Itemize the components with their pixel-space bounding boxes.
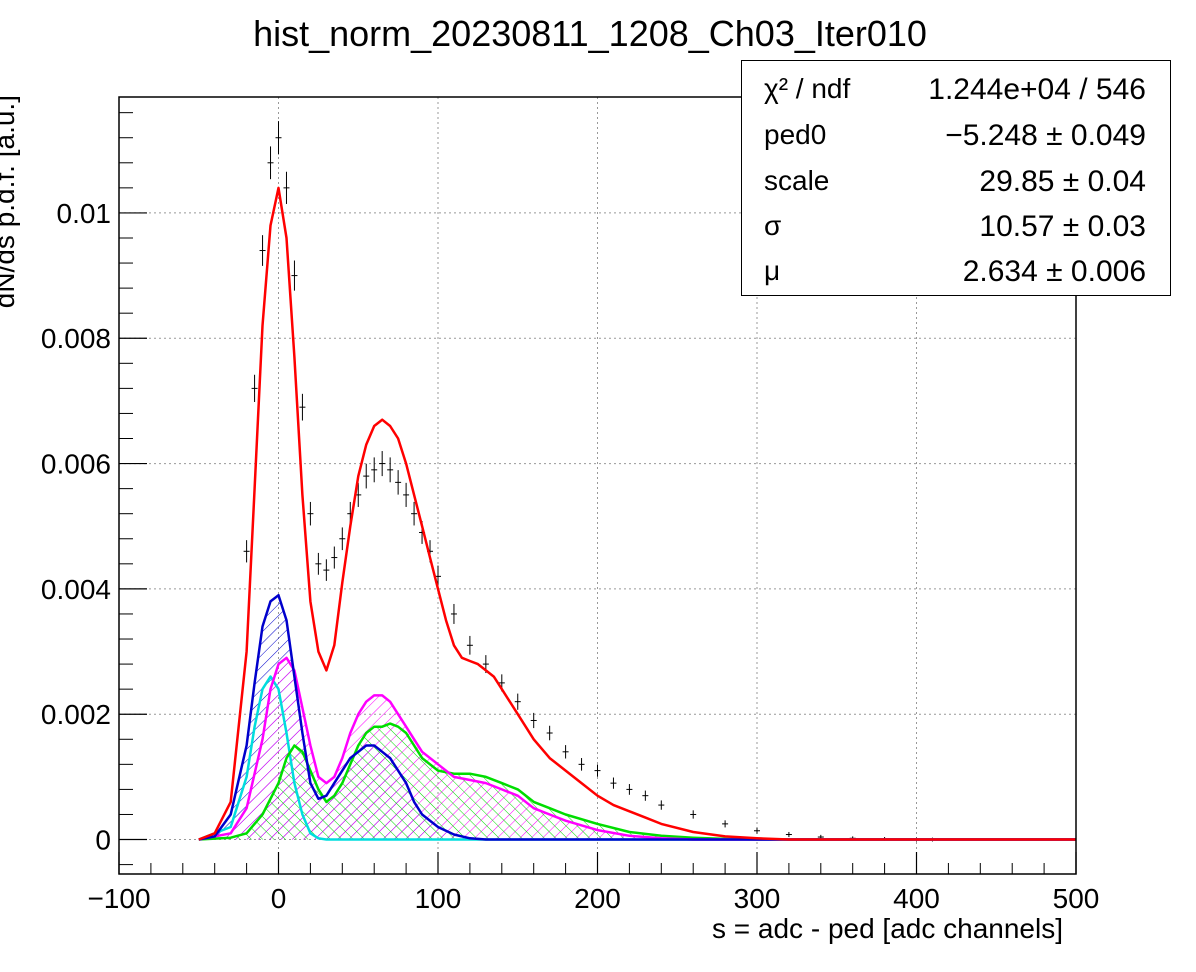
stats-name: μ — [764, 255, 781, 286]
stats-row-sigma: σ 10.57 ± 0.03 — [742, 206, 1170, 252]
component-fills — [198, 595, 1077, 840]
stats-value: 1.244e+04 / 546 — [928, 73, 1146, 106]
x-tick-label: 100 — [415, 883, 462, 914]
data-histogram — [243, 121, 936, 842]
y-tick-label: 0 — [95, 825, 111, 856]
series-line-0 — [198, 186, 1076, 841]
x-axis-label: s = adc - ped [adc channels] — [712, 913, 1063, 944]
stats-row-ped0: ped0 −5.248 ± 0.049 — [742, 115, 1170, 161]
y-tick-label: 0.006 — [41, 449, 111, 480]
stats-value: −5.248 ± 0.049 — [945, 119, 1146, 152]
series-line-1 — [198, 593, 1076, 841]
x-tick-label: −100 — [87, 883, 150, 914]
series-line-4 — [198, 675, 1076, 841]
x-tick-label: 500 — [1053, 883, 1100, 914]
y-tick-label: 0.004 — [41, 574, 111, 605]
fit-stats-box: χ² / ndf 1.244e+04 / 546 ped0 −5.248 ± 0… — [741, 60, 1171, 296]
stats-value: 2.634 ± 0.006 — [962, 255, 1146, 288]
stats-value: 10.57 ± 0.03 — [979, 210, 1146, 243]
axes: −100 0 100 200 300 400 500 0 0.002 0.004 0.006 0.00… — [41, 112, 1100, 914]
series-line-3 — [198, 722, 1076, 841]
stats-name: scale — [764, 165, 830, 196]
stats-name: χ² / ndf — [764, 73, 851, 104]
fit-curves — [198, 186, 1076, 841]
x-tick-label: 0 — [271, 883, 287, 914]
series-line-2 — [198, 656, 1076, 841]
y-axis-label: dN/ds p.d.f. [a.u.] — [0, 95, 20, 308]
stats-row-chi2: χ² / ndf 1.244e+04 / 546 — [742, 69, 1170, 115]
y-tick-label: 0.008 — [41, 323, 111, 354]
stats-row-mu: μ 2.634 ± 0.006 — [742, 251, 1170, 297]
y-tick-label: 0.01 — [57, 198, 112, 229]
stats-name: ped0 — [764, 119, 827, 150]
chart-title: hist_norm_20230811_1208_Ch03_Iter010 — [253, 13, 927, 54]
y-tick-label: 0.002 — [41, 699, 111, 730]
stats-name: σ — [764, 210, 782, 241]
stats-row-scale: scale 29.85 ± 0.04 — [742, 161, 1170, 207]
x-tick-label: 300 — [734, 883, 781, 914]
x-tick-label: 400 — [893, 883, 940, 914]
x-tick-label: 200 — [574, 883, 621, 914]
stats-value: 29.85 ± 0.04 — [979, 165, 1146, 198]
